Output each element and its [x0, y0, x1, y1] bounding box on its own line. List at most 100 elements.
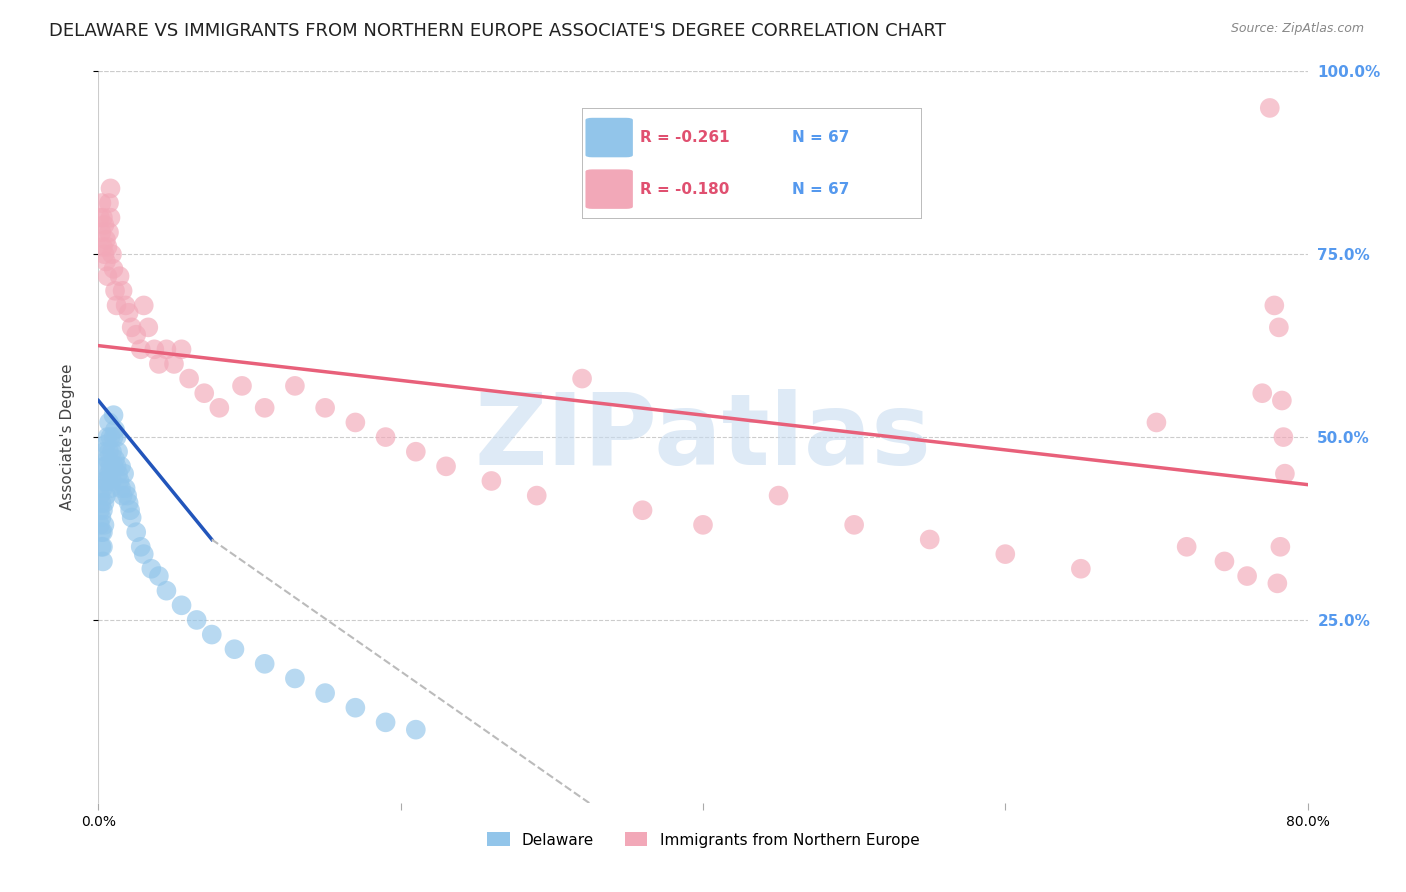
- Text: DELAWARE VS IMMIGRANTS FROM NORTHERN EUROPE ASSOCIATE'S DEGREE CORRELATION CHART: DELAWARE VS IMMIGRANTS FROM NORTHERN EUR…: [49, 22, 946, 40]
- Point: [121, 320, 143, 334]
- Point: [93, 459, 115, 474]
- Point: [129, 540, 152, 554]
- Point: [231, 379, 253, 393]
- Point: [96, 240, 118, 254]
- Point: [692, 517, 714, 532]
- Point: [110, 459, 132, 474]
- Point: [94, 254, 117, 268]
- Point: [314, 686, 336, 700]
- Point: [571, 371, 593, 385]
- Point: [96, 474, 118, 488]
- Point: [107, 444, 129, 458]
- Point: [481, 474, 503, 488]
- Point: [90, 510, 112, 524]
- Point: [526, 489, 548, 503]
- Point: [120, 503, 142, 517]
- Point: [170, 599, 193, 613]
- Point: [1263, 298, 1285, 312]
- Point: [132, 298, 155, 312]
- Point: [94, 437, 117, 451]
- Point: [91, 240, 114, 254]
- Point: [405, 444, 427, 458]
- Point: [314, 401, 336, 415]
- Point: [98, 467, 121, 481]
- Point: [1272, 430, 1295, 444]
- Point: [100, 181, 122, 195]
- Point: [96, 269, 118, 284]
- Point: [90, 196, 112, 211]
- Point: [105, 298, 128, 312]
- Point: [93, 218, 115, 232]
- Point: [918, 533, 941, 547]
- Point: [143, 343, 166, 357]
- Point: [170, 343, 193, 357]
- Point: [1270, 540, 1292, 554]
- Point: [344, 700, 367, 714]
- Point: [114, 481, 136, 495]
- Point: [91, 503, 114, 517]
- Point: [118, 306, 141, 320]
- Point: [94, 474, 117, 488]
- Point: [94, 233, 117, 247]
- Text: ZIPatlas: ZIPatlas: [475, 389, 931, 485]
- Point: [104, 452, 127, 467]
- Point: [98, 444, 121, 458]
- Point: [111, 284, 134, 298]
- Point: [284, 672, 307, 686]
- Point: [344, 416, 367, 430]
- Point: [114, 298, 136, 312]
- Point: [103, 430, 125, 444]
- Point: [94, 489, 117, 503]
- Point: [96, 430, 118, 444]
- Point: [201, 627, 224, 641]
- Point: [115, 489, 138, 503]
- Point: [121, 510, 143, 524]
- Point: [186, 613, 208, 627]
- Point: [1271, 393, 1294, 408]
- Text: Source: ZipAtlas.com: Source: ZipAtlas.com: [1230, 22, 1364, 36]
- Point: [98, 416, 121, 430]
- Point: [101, 247, 124, 261]
- Point: [104, 423, 127, 437]
- Point: [100, 430, 122, 444]
- Point: [100, 211, 122, 225]
- Point: [101, 444, 124, 458]
- Point: [89, 489, 111, 503]
- Point: [631, 503, 654, 517]
- Point: [110, 481, 132, 495]
- Point: [96, 452, 118, 467]
- Point: [253, 657, 276, 671]
- Point: [100, 481, 122, 495]
- Point: [136, 320, 159, 334]
- Point: [1251, 386, 1274, 401]
- Point: [98, 225, 121, 239]
- Point: [101, 474, 124, 488]
- Point: [98, 196, 121, 211]
- Point: [93, 496, 115, 510]
- Point: [434, 459, 457, 474]
- Point: [374, 715, 396, 730]
- Point: [91, 540, 114, 554]
- Point: [1236, 569, 1258, 583]
- Point: [103, 459, 125, 474]
- Point: [193, 386, 215, 401]
- Point: [129, 343, 152, 357]
- Point: [163, 357, 186, 371]
- Point: [844, 517, 866, 532]
- Point: [89, 211, 111, 225]
- Point: [155, 343, 177, 357]
- Point: [284, 379, 307, 393]
- Point: [1144, 416, 1167, 430]
- Point: [1268, 320, 1291, 334]
- Point: [94, 459, 117, 474]
- Point: [104, 284, 127, 298]
- Point: [89, 517, 111, 532]
- Point: [1274, 467, 1296, 481]
- Point: [91, 554, 114, 568]
- Point: [111, 489, 134, 503]
- Point: [93, 517, 115, 532]
- Point: [91, 481, 114, 495]
- Point: [90, 496, 112, 510]
- Legend: Delaware, Immigrants from Northern Europe: Delaware, Immigrants from Northern Europ…: [481, 826, 925, 854]
- Point: [141, 562, 163, 576]
